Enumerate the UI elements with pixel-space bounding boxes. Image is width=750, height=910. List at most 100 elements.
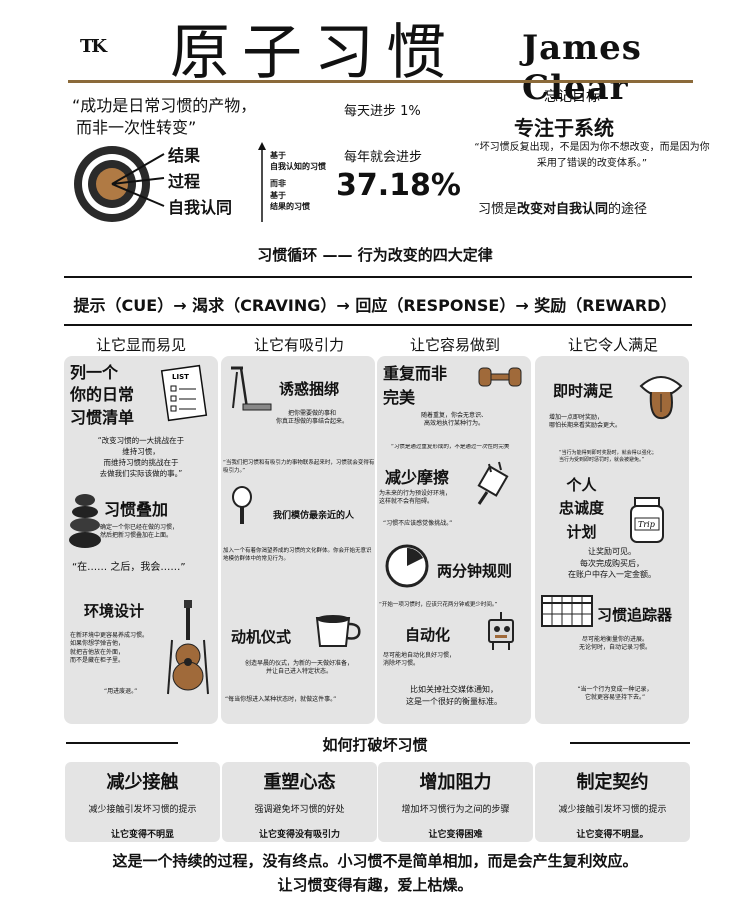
instant-gratification-quote: “当行为能得到即时奖励时，就会得以强化； 当行为受到即时惩罚时，就会被避免。”: [559, 450, 657, 463]
break-card-foot: 让它变得困难: [428, 830, 483, 840]
title-rule: [68, 80, 693, 83]
ring-label-process: 过程: [168, 172, 201, 191]
motivation-ritual-text: 创造早晨的仪式，为新的一天做好准备， 并让自己进入特定状态。: [244, 660, 353, 676]
coffee-cup-icon: [315, 615, 361, 647]
temptation-bundling-quote: “当我们把习惯和有吸引力的事物联系起来时，习惯就会变得有吸引力。”: [223, 460, 375, 474]
up-arrow-icon: [258, 142, 266, 222]
timer-icon: [385, 544, 429, 588]
forget-goals: 忘记目标: [544, 89, 600, 105]
jar-icon: Trip: [630, 497, 664, 543]
footer-line1: 这是一个持续的过程，没有终点。小习惯不是简单相加，而是会产生复利效应。: [112, 852, 638, 870]
footer-line2: 让习惯变得有趣，爱上枯燥。: [277, 876, 473, 894]
checklist-heading: 列一个 你的日常 习惯清单: [70, 363, 135, 427]
yearly-progress: 每年就会进步: [344, 150, 423, 165]
stones-icon: [69, 494, 101, 548]
calendar-icon: [541, 595, 593, 627]
break-card-reframe: 重塑心态 强调避免坏习惯的好处 让它变得没有吸引力: [222, 762, 377, 842]
two-minute-quote: “开始一项习惯时，应该只花两分钟或更少时间。”: [379, 602, 498, 608]
temptation-bundling-text: 把你需要做的事和 你真正想做的事结合起来。: [275, 410, 348, 426]
checklist-icon: LIST: [160, 364, 208, 422]
repetition-quote: “习惯是通过重复形成的，不是通过一次性的完美: [391, 444, 510, 450]
two-minute-heading: 两分钟规则: [437, 562, 513, 580]
break-card-contract: 制定契约 减少接触引发坏习惯的提示 让它变得不明显。: [535, 762, 690, 842]
motivation-ritual-heading: 动机仪式: [231, 628, 292, 646]
automation-heading: 自动化: [405, 626, 451, 644]
motivation-ritual-quote: “每当你想进入某种状态时，就做这件事。”: [225, 696, 337, 703]
loop-rule-top: [64, 276, 692, 278]
checklist-quote: “改变习惯的一大挑战在于 维持习惯， 而维持习惯的挑战在于 去做我们实际该做的事…: [97, 436, 185, 478]
quote-line1: “成功是日常习惯的产物，: [72, 96, 257, 115]
dumbbell-icon: [478, 367, 522, 387]
habit-tracker-text: 尽可能地衡量你的进展。 无论何时，自动记录习惯。: [578, 636, 651, 652]
column-satisfying: 即时满足 增加一点即时奖励， 哪怕长期来看奖励会更大。 “当行为能得到即时奖励时…: [535, 356, 689, 724]
automation-text: 尽可能地自动化良好习惯， 消除坏习惯。: [383, 652, 456, 668]
instant-gratification-text: 增加一点即时奖励， 哪怕长期来看奖励会更大。: [549, 414, 622, 430]
daily-progress: 每天进步 1%: [344, 104, 421, 119]
system-quote: “坏习惯反复出现，不是因为你不想改变，而是因为你采用了错误的改变体系。”: [474, 142, 710, 169]
percent-value: 37.18%: [336, 168, 461, 203]
loop-title: 习惯循环 —— 行为改变的四大定律: [257, 246, 493, 264]
arrow-bot-text: 基于 结果的习惯: [270, 191, 310, 212]
identity-pre: 习惯是: [478, 202, 518, 217]
break-title: 如何打破坏习惯: [322, 736, 428, 754]
law-easy: 让它容易做到: [409, 336, 500, 354]
arrow-top-text: 基于 自我认知的习惯: [270, 151, 326, 172]
break-card-foot: 让它变得没有吸引力: [258, 830, 340, 840]
target-rings-icon: [74, 146, 165, 222]
break-rule-right: [570, 742, 690, 744]
column-easy: 重复而非 完美 随着重复，你会无意识、 高效地执行某种行为。 “习惯是通过重复形…: [377, 356, 531, 724]
break-rule-left: [66, 742, 178, 744]
jar-label: Trip: [638, 520, 655, 529]
environment-heading: 环境设计: [84, 602, 145, 620]
imitate-heading: 我们模仿最亲近的人: [273, 511, 355, 521]
loop-steps: 提示（CUE）→ 渴求（CRAVING）→ 回应（RESPONSE）→ 奖励（R…: [73, 296, 677, 315]
loop-rule-bottom: [64, 324, 692, 326]
reduce-friction-heading: 减少摩擦: [385, 468, 450, 487]
habit-tracker-quote: “当一个行为变成一种记录， 它就更容易坚持下去。”: [577, 686, 653, 702]
column-obvious: 列一个 你的日常 习惯清单 LIST “改变习惯的一大挑战在于 维持习惯， 而维…: [64, 356, 218, 724]
loyalty-text: 让奖励可见。 每次完成购买后， 在账户中存入一定金额。: [568, 547, 656, 580]
repetition-heading: 重复而非 完美: [383, 364, 448, 407]
break-card-title: 重塑心态: [263, 772, 336, 793]
break-card-foot: 让它变得不明显。: [576, 830, 649, 840]
habit-stacking-text: 确定一个你已经在做的习惯， 然后把新习惯叠加在上面。: [100, 524, 179, 540]
break-card-desc: 增加坏习惯行为之间的步骤: [401, 805, 510, 815]
break-card-reduce-exposure: 减少接触 减少接触引发坏习惯的提示 让它变得不明显: [65, 762, 220, 842]
focus-system: 专注于系统: [514, 116, 614, 140]
plug-icon: [477, 461, 509, 505]
author: James Clear: [522, 28, 642, 108]
tongue-icon: [639, 376, 683, 420]
law-attractive: 让它有吸引力: [253, 336, 344, 354]
loyalty-heading: 个人 忠诚度 计划: [559, 476, 605, 541]
identity-bold: 改变对自我认同: [517, 202, 609, 217]
break-card-desc: 减少接触引发坏习惯的提示: [88, 805, 197, 815]
break-card-desc: 强调避免坏习惯的好处: [254, 805, 345, 815]
treadmill-icon: [231, 366, 272, 411]
environment-quote: “用进废退。”: [104, 688, 138, 695]
mirror-icon: [232, 486, 252, 524]
temptation-bundling-heading: 诱惑捆绑: [279, 380, 340, 398]
identity-post: 的途径: [608, 202, 648, 217]
habit-stacking-heading: 习惯叠加: [104, 500, 169, 519]
break-card-title: 减少接触: [106, 772, 179, 793]
break-card-increase-friction: 增加阻力 增加坏习惯行为之间的步骤 让它变得困难: [378, 762, 533, 842]
law-satisfying: 让它令人满足: [567, 336, 658, 354]
break-card-title: 增加阻力: [419, 772, 492, 793]
instant-gratification-heading: 即时满足: [553, 382, 614, 400]
column-attractive: 诱惑捆绑 把你需要做的事和 你真正想做的事结合起来。 “当我们把习惯和有吸引力的…: [221, 356, 375, 724]
break-card-title: 制定契约: [576, 772, 649, 793]
reduce-friction-text: 为未来的行为预设好环境， 这样就不会有阻碍。: [379, 490, 452, 506]
page-title: 原子习惯: [170, 18, 458, 88]
robot-icon: [488, 612, 514, 650]
automation-example: 比如关掉社交媒体通知， 这是一个很好的衡量标准。: [406, 685, 502, 706]
ring-label-result: 结果: [168, 146, 201, 165]
law-obvious: 让它显而易见: [95, 336, 186, 354]
list-icon-label: LIST: [172, 373, 189, 381]
habit-stacking-quote: “在…… 之后，我会……”: [72, 562, 186, 573]
identity-line: 习惯是改变对自我认同的途径: [478, 198, 647, 217]
guitar-icon: [167, 600, 209, 695]
break-card-foot: 让它变得不明显: [110, 830, 174, 840]
break-card-desc: 减少接触引发坏习惯的提示: [558, 805, 667, 815]
arrow-mid-text: 而非: [270, 179, 286, 188]
quote-line2: 而非一次性转变”: [76, 118, 197, 137]
